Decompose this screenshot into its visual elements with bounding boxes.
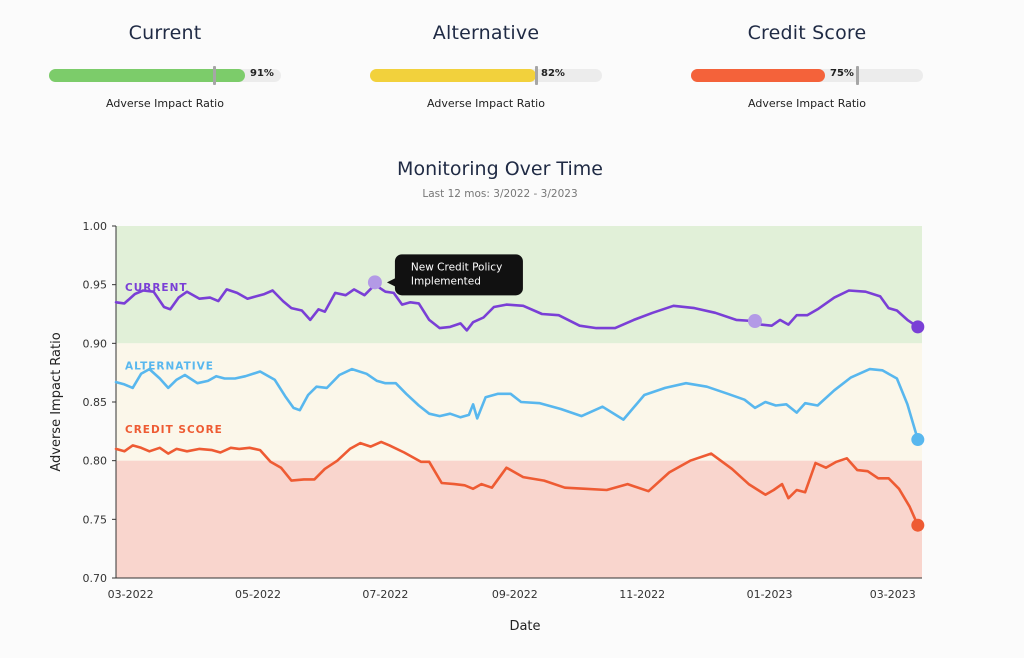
gauge-title: Alternative — [432, 22, 540, 44]
x-tick-label: 03-2022 — [108, 588, 154, 601]
highlight-point — [367, 275, 382, 290]
x-tick-label: 05-2022 — [235, 588, 281, 601]
y-tick-label: 0.95 — [83, 279, 108, 292]
series-label: ALTERNATIVE — [125, 361, 214, 373]
annotation-box — [394, 254, 523, 296]
y-tick-label: 0.90 — [83, 337, 108, 350]
chart-title: Monitoring Over Time — [397, 158, 603, 180]
threshold-marker — [856, 66, 859, 85]
gauge-fill — [370, 69, 536, 82]
series-label: CURRENT — [125, 282, 188, 294]
annotation-text: New Credit Policy — [411, 261, 502, 273]
series-end-point — [911, 518, 925, 532]
series-line-alternative — [114, 367, 920, 441]
x-tick-label: 09-2022 — [492, 588, 538, 601]
x-tick-label: 07-2022 — [362, 588, 408, 601]
gauge-subtitle: Adverse Impact Ratio — [106, 97, 224, 110]
gauge-value: 91% — [250, 68, 274, 79]
threshold-marker — [213, 66, 216, 85]
gauge-track — [49, 66, 281, 85]
series-end-point — [911, 433, 925, 447]
gauge-track — [691, 66, 923, 85]
series-label: CREDIT SCORE — [125, 424, 223, 436]
y-tick-label: 0.70 — [83, 572, 108, 585]
gauge-subtitle: Adverse Impact Ratio — [427, 97, 545, 110]
gauge-title: Current — [128, 22, 202, 44]
threshold-marker — [535, 66, 538, 85]
gauge-value: 82% — [541, 68, 565, 79]
gauge-title: Credit Score — [747, 22, 867, 44]
y-tick-label: 0.85 — [83, 396, 108, 409]
gauge-fill — [49, 69, 245, 82]
y-axis-label: Adverse Impact Ratio — [49, 332, 64, 471]
highlight-point — [747, 314, 762, 329]
series-line-credit-score — [114, 440, 920, 527]
band-2 — [116, 460, 922, 578]
gauge-subtitle: Adverse Impact Ratio — [748, 97, 866, 110]
gauge-value: 75% — [830, 68, 854, 79]
chart-subtitle: Last 12 mos: 3/2022 - 3/2023 — [422, 188, 578, 200]
x-tick-label: 03-2023 — [870, 588, 916, 601]
y-tick-label: 0.75 — [83, 513, 108, 526]
x-tick-label: 01-2023 — [747, 588, 793, 601]
y-tick-label: 1.00 — [83, 220, 108, 233]
y-tick-label: 0.80 — [83, 455, 108, 468]
gauge-track — [370, 66, 602, 85]
x-tick-label: 11-2022 — [619, 588, 665, 601]
x-axis-label: Date — [509, 619, 540, 634]
gauge-fill — [691, 69, 825, 82]
series-end-point — [911, 320, 925, 334]
series-line-current — [114, 283, 920, 332]
annotation-text: Implemented — [411, 275, 481, 287]
